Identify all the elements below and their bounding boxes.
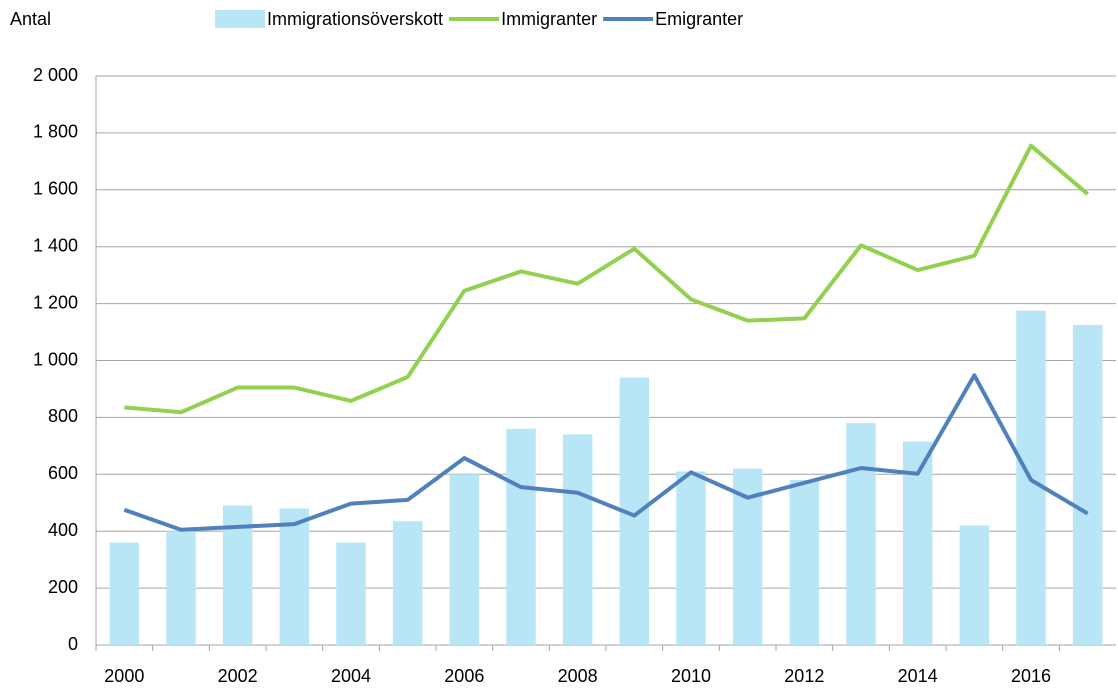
y-tick-label: 800 <box>48 406 78 426</box>
y-tick-label: 1 800 <box>33 122 78 142</box>
x-tick-label: 2002 <box>218 666 258 686</box>
bar <box>336 542 366 645</box>
line <box>124 143 1089 415</box>
y-tick-label: 1 200 <box>33 292 78 312</box>
bar <box>506 428 536 645</box>
bar <box>846 423 876 645</box>
bar <box>449 474 480 645</box>
bar <box>959 525 990 645</box>
x-tick-label: 2008 <box>558 666 598 686</box>
bar <box>109 542 140 645</box>
y-tick-label: 400 <box>48 520 78 540</box>
bar <box>1072 324 1103 645</box>
x-tick-label: 2010 <box>671 666 711 686</box>
x-tick-label: 2006 <box>444 666 484 686</box>
y-tick-label: 0 <box>68 634 78 654</box>
x-tick-label: 2000 <box>104 666 144 686</box>
y-tick-label: 1 400 <box>33 235 78 255</box>
bar <box>166 531 196 645</box>
x-tick-label: 2004 <box>331 666 371 686</box>
legend-label: Emigranter <box>655 9 743 29</box>
y-tick-label: 1 600 <box>33 179 78 199</box>
y-tick-label: 600 <box>48 463 78 483</box>
line <box>123 373 1089 532</box>
y-tick-label: 2 000 <box>33 65 78 85</box>
legend-label: Immigrationsöverskott <box>267 9 443 29</box>
x-tick-label: 2012 <box>784 666 824 686</box>
x-tick-label: 2014 <box>898 666 938 686</box>
bar <box>789 479 820 645</box>
y-tick-label: 200 <box>48 577 78 597</box>
bar <box>676 471 706 645</box>
bar <box>279 508 310 645</box>
x-tick-label: 2016 <box>1011 666 1051 686</box>
bar <box>392 521 423 645</box>
bar <box>562 434 593 645</box>
legend-swatch <box>215 10 265 28</box>
y-tick-label: 1 000 <box>33 349 78 369</box>
y-axis-label: Antal <box>10 9 51 29</box>
legend-label: Immigranter <box>501 9 597 29</box>
